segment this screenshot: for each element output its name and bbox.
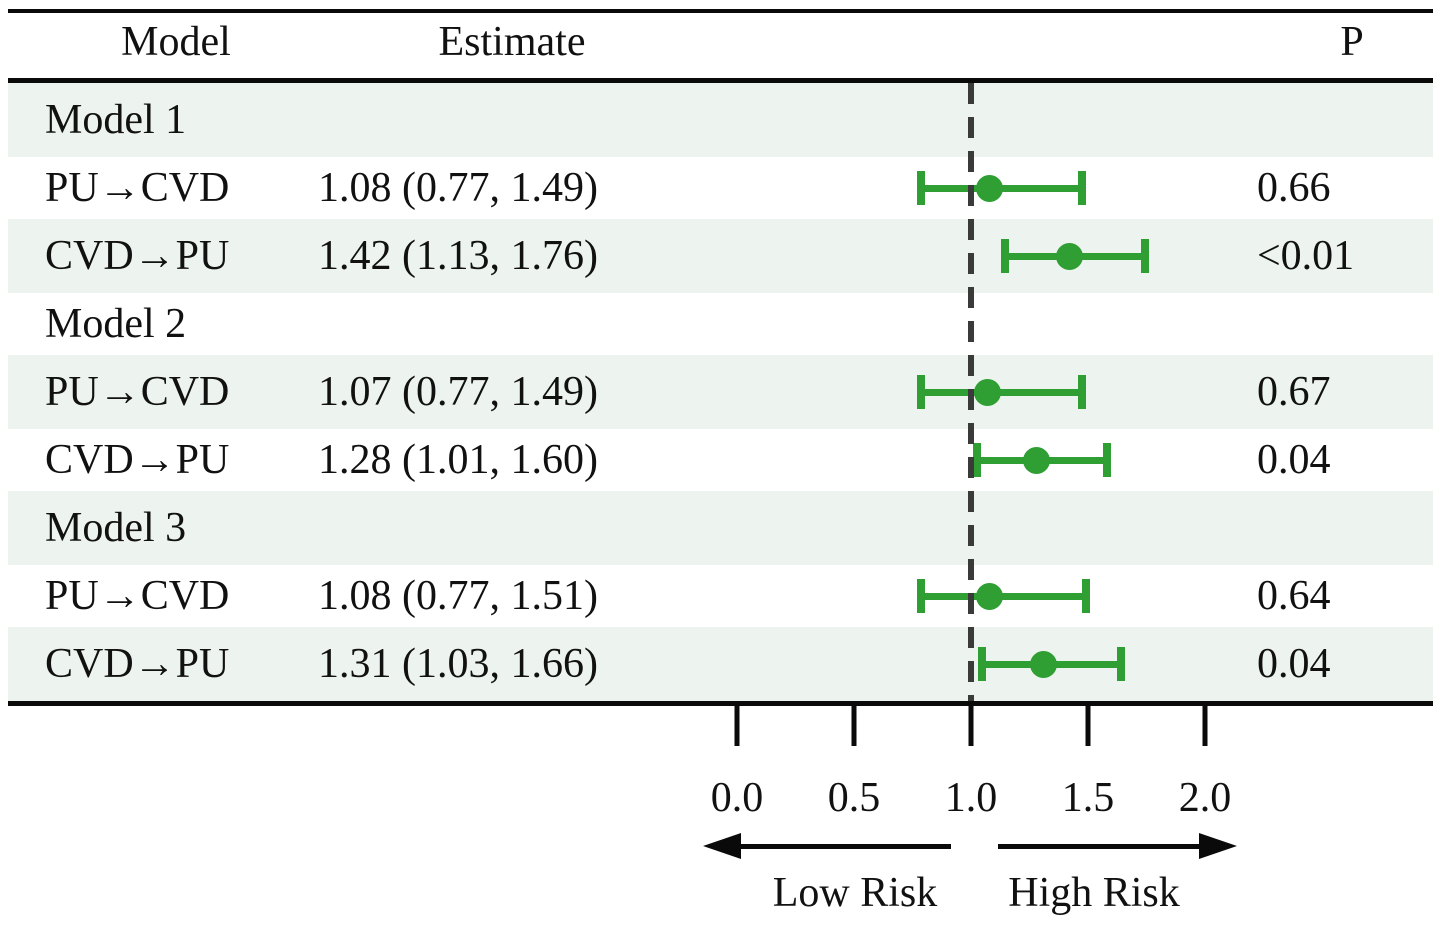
group-label: Model 2 bbox=[45, 301, 187, 347]
high-risk-arrow bbox=[998, 844, 1226, 849]
group-row: Model 2 bbox=[8, 293, 1433, 355]
group-label: Model 1 bbox=[45, 97, 187, 143]
axis-tick bbox=[968, 704, 974, 746]
axis-tick bbox=[734, 704, 740, 746]
axis-tick-label: 1.5 bbox=[1061, 775, 1115, 821]
estimate-cell: 1.08 (0.77, 1.49) bbox=[318, 165, 598, 211]
model-cell: PU→CVD bbox=[45, 369, 230, 415]
table-row: CVD→PU 1.42 (1.13, 1.76) <0.01 bbox=[8, 219, 1433, 293]
point-estimate-marker bbox=[976, 582, 1004, 610]
ci-line bbox=[917, 388, 1086, 396]
high-risk-label: High Risk bbox=[1008, 870, 1180, 916]
model-cell: PU→CVD bbox=[45, 165, 230, 211]
model-cell: PU→CVD bbox=[45, 573, 230, 619]
estimate-cell: 1.08 (0.77, 1.51) bbox=[318, 573, 598, 619]
point-estimate-marker bbox=[1030, 650, 1057, 678]
model-cell: CVD→PU bbox=[45, 437, 230, 483]
ci-cap-left bbox=[917, 579, 926, 613]
reference-line bbox=[968, 83, 974, 701]
ci-errorbar bbox=[917, 579, 1091, 613]
ci-cap-right bbox=[1082, 579, 1091, 613]
axis-line bbox=[8, 701, 1433, 706]
ci-cap-left bbox=[973, 443, 982, 477]
estimate-cell: 1.42 (1.13, 1.76) bbox=[318, 233, 598, 279]
ci-cap-right bbox=[1140, 239, 1149, 273]
p-value-cell: 0.66 bbox=[1257, 165, 1331, 211]
group-row: Model 3 bbox=[8, 491, 1433, 565]
estimate-cell: 1.28 (1.01, 1.60) bbox=[318, 437, 598, 483]
table-row: CVD→PU 1.31 (1.03, 1.66) 0.04 bbox=[8, 627, 1433, 701]
p-value-cell: 0.64 bbox=[1257, 573, 1331, 619]
column-header-model: Model bbox=[121, 19, 231, 65]
point-estimate-marker bbox=[1022, 446, 1050, 474]
model-cell: CVD→PU bbox=[45, 641, 230, 687]
ci-cap-left bbox=[917, 375, 926, 409]
low-risk-label: Low Risk bbox=[772, 870, 938, 916]
p-value-cell: <0.01 bbox=[1257, 233, 1355, 279]
column-header-estimate: Estimate bbox=[438, 19, 586, 65]
group-row: Model 1 bbox=[8, 83, 1433, 157]
axis-tick-label: 0.5 bbox=[827, 775, 881, 821]
axis-tick bbox=[1085, 704, 1091, 746]
ci-cap-left bbox=[978, 647, 986, 681]
p-value-cell: 0.04 bbox=[1257, 437, 1331, 483]
ci-errorbar bbox=[1001, 239, 1149, 273]
ci-cap-right bbox=[1077, 375, 1086, 409]
ci-cap-left bbox=[917, 171, 926, 205]
table-row: CVD→PU 1.28 (1.01, 1.60) 0.04 bbox=[8, 429, 1433, 491]
estimate-cell: 1.07 (0.77, 1.49) bbox=[318, 369, 598, 415]
arrowhead-right-icon bbox=[1199, 833, 1237, 859]
axis-tick bbox=[851, 704, 857, 746]
group-label: Model 3 bbox=[45, 505, 187, 551]
ci-cap-right bbox=[1077, 171, 1086, 205]
table-row: PU→CVD 1.08 (0.77, 1.49) 0.66 bbox=[8, 157, 1433, 219]
column-header-p: P bbox=[1340, 19, 1364, 65]
p-value-cell: 0.04 bbox=[1257, 641, 1331, 687]
ci-line bbox=[917, 592, 1091, 600]
ci-errorbar bbox=[978, 647, 1126, 681]
table-row: PU→CVD 1.08 (0.77, 1.51) 0.64 bbox=[8, 565, 1433, 627]
low-risk-arrow bbox=[716, 844, 951, 849]
axis-tick-label: 1.0 bbox=[944, 775, 998, 821]
point-estimate-marker bbox=[976, 174, 1004, 202]
table-body: Model 1 PU→CVD 1.08 (0.77, 1.49) 0.66 CVD→PU… bbox=[8, 83, 1433, 701]
table-top-rule bbox=[8, 9, 1433, 13]
ci-cap-right bbox=[1117, 647, 1126, 681]
model-cell: CVD→PU bbox=[45, 233, 230, 279]
axis-tick-label: 2.0 bbox=[1178, 775, 1232, 821]
axis-tick bbox=[1202, 704, 1208, 746]
ci-errorbar bbox=[973, 443, 1112, 477]
ci-cap-left bbox=[1001, 239, 1010, 273]
arrowhead-left-icon bbox=[703, 833, 741, 859]
ci-cap-right bbox=[1103, 443, 1112, 477]
estimate-cell: 1.31 (1.03, 1.66) bbox=[318, 641, 598, 687]
table-header-rule bbox=[8, 78, 1433, 83]
ci-errorbar bbox=[917, 375, 1086, 409]
ci-errorbar bbox=[917, 171, 1086, 205]
axis-tick-label: 0.0 bbox=[710, 775, 764, 821]
point-estimate-marker bbox=[973, 378, 1001, 406]
p-value-cell: 0.67 bbox=[1257, 369, 1331, 415]
point-estimate-marker bbox=[1055, 242, 1083, 270]
table-row: PU→CVD 1.07 (0.77, 1.49) 0.67 bbox=[8, 355, 1433, 429]
